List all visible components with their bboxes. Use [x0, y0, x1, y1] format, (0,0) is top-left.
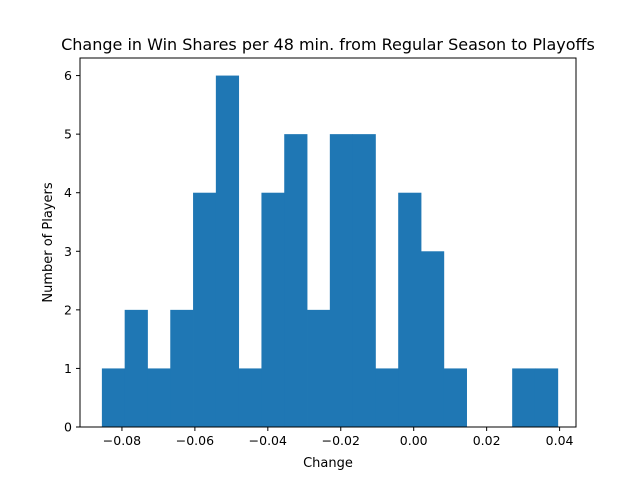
histogram-bar	[375, 368, 399, 427]
histogram-bar	[193, 192, 217, 427]
y-tick-label: 0	[64, 420, 72, 435]
y-tick-label: 5	[64, 127, 72, 142]
histogram-bar	[170, 309, 194, 427]
histogram-bar	[238, 368, 262, 427]
x-tick-label: 0.00	[400, 433, 428, 448]
x-tick-label: −0.06	[176, 433, 214, 448]
histogram-bar	[534, 368, 559, 427]
histogram-bar	[101, 368, 126, 427]
histogram-bar	[443, 368, 467, 427]
histogram-bar	[147, 368, 171, 427]
x-axis-ticks: −0.08 −0.06 −0.04 −0.02 0.00 0.02 0.04	[103, 427, 574, 448]
histogram-bar	[421, 251, 445, 427]
y-tick-label: 6	[64, 68, 72, 83]
y-tick-label: 3	[64, 244, 72, 259]
bars-group	[101, 75, 559, 428]
x-tick-label: −0.08	[103, 433, 141, 448]
y-tick-label: 2	[64, 302, 72, 317]
x-tick-label: −0.04	[249, 433, 287, 448]
histogram-bar	[215, 75, 240, 428]
y-axis-ticks: 0 1 2 3 4 5 6	[64, 68, 80, 435]
histogram-bar	[398, 192, 422, 427]
x-axis-label: Change	[303, 456, 353, 471]
x-tick-label: 0.02	[473, 433, 501, 448]
histogram-bar	[512, 368, 536, 427]
x-tick-label: −0.02	[322, 433, 360, 448]
plot-frame	[79, 57, 577, 428]
histogram-bar	[284, 134, 308, 427]
y-tick-label: 4	[64, 185, 72, 200]
histogram-bar	[261, 192, 285, 427]
histogram-bar	[307, 309, 331, 427]
histogram-bar	[352, 134, 376, 427]
x-tick-label: 0.04	[546, 433, 574, 448]
histogram-bar	[124, 309, 148, 427]
y-tick-label: 1	[64, 361, 72, 376]
y-axis-label: Number of Players	[41, 182, 56, 302]
chart-title: Change in Win Shares per 48 min. from Re…	[61, 35, 595, 54]
histogram-bar	[329, 134, 354, 427]
